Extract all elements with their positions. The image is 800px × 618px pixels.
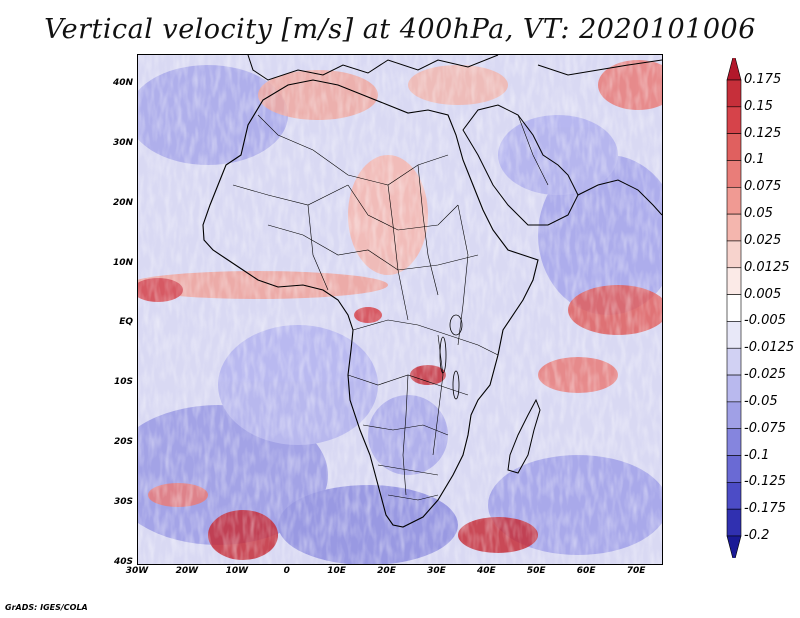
colorbar-tick-label: 0.175 [744,72,782,87]
africa-coastline [202,79,539,528]
colorbar-swatch [726,213,742,242]
lon-label: 20E [377,566,396,576]
colorbar-swatch [726,240,742,269]
colorbar-swatch [726,535,742,558]
lat-label: 40S [113,557,133,567]
colorbar-swatch [726,482,742,510]
colorbar-swatch [726,79,742,108]
colorbar-tick-label: 0.005 [744,286,782,302]
colorbar-tick-label: 0.0125 [744,259,790,275]
colorbar-swatch [726,401,742,430]
colorbar-tick-label: -0.175 [744,501,786,517]
colorbar-tick-label: 0.15 [744,98,773,114]
colorbar-swatch [726,321,742,349]
colorbar-swatch [726,508,742,537]
colorbar-swatch [726,186,742,215]
colorbar-tick-label: -0.025 [744,367,786,383]
lat-label: 40N [112,77,133,88]
colorbar-swatch [726,160,742,188]
lon-label: 50E [526,566,546,576]
asia-coastline [537,59,662,216]
colorbar-tick-label: 0.125 [744,125,782,141]
colorbar-swatch [726,347,742,376]
colorbar-swatch [726,267,742,295]
lat-label: 30S [113,497,133,508]
lat-label: 10N [112,257,133,268]
lon-label: 30W [125,566,149,576]
lat-label: 20S [113,437,133,448]
colorbar-tick-label: -0.1 [744,447,770,463]
colorbar [726,58,742,558]
colorbar-tick-label: -0.125 [744,474,786,490]
lon-label: 10E [327,566,346,576]
colorbar-swatch [726,455,742,483]
colorbar-tick-label: -0.005 [744,313,786,329]
grads-credit: GrADS: IGES/COLA [5,603,88,612]
lat-label: 30N [112,137,133,148]
colorbar-tick-label: -0.075 [744,420,786,436]
lon-label: 30E [427,566,446,576]
lat-label: 20N [112,197,133,208]
page-title: Vertical velocity [m/s] at 400hPa, VT: 2… [44,14,756,45]
great-lakes [439,314,463,400]
colorbar-tick-label: 0.1 [744,152,765,168]
colorbar-tick-label: -0.2 [744,528,770,543]
colorbar-tick-label: -0.0125 [744,340,795,356]
lat-label: EQ [119,317,133,328]
country-borders [232,114,549,501]
lon-label: 20W [175,566,199,576]
colorbar-swatch [726,428,742,456]
lon-label: 10W [225,566,249,576]
colorbar-swatch [726,106,742,134]
lon-label: 40E [476,566,496,576]
colorbar-tick-label: 0.05 [744,206,773,222]
colorbar-tick-label: 0.025 [744,232,782,248]
colorbar-tick-label: -0.05 [744,393,778,409]
colorbar-swatch [726,294,742,322]
madagascar-coastline [507,398,541,474]
colorbar-swatch [726,58,742,81]
lon-label: 60E [576,566,596,576]
field-texture [138,55,662,564]
arabia-coastline [462,104,579,226]
colorbar-tick-label: 0.075 [744,179,782,195]
lat-label: 10S [113,377,133,388]
colorbar-swatch [726,374,742,403]
colorbar-swatch [726,133,742,161]
europe-coastline [247,55,499,81]
lon-label: 70E [626,566,646,576]
lon-label: 0 [283,566,290,576]
vertical-velocity-map [137,54,663,565]
